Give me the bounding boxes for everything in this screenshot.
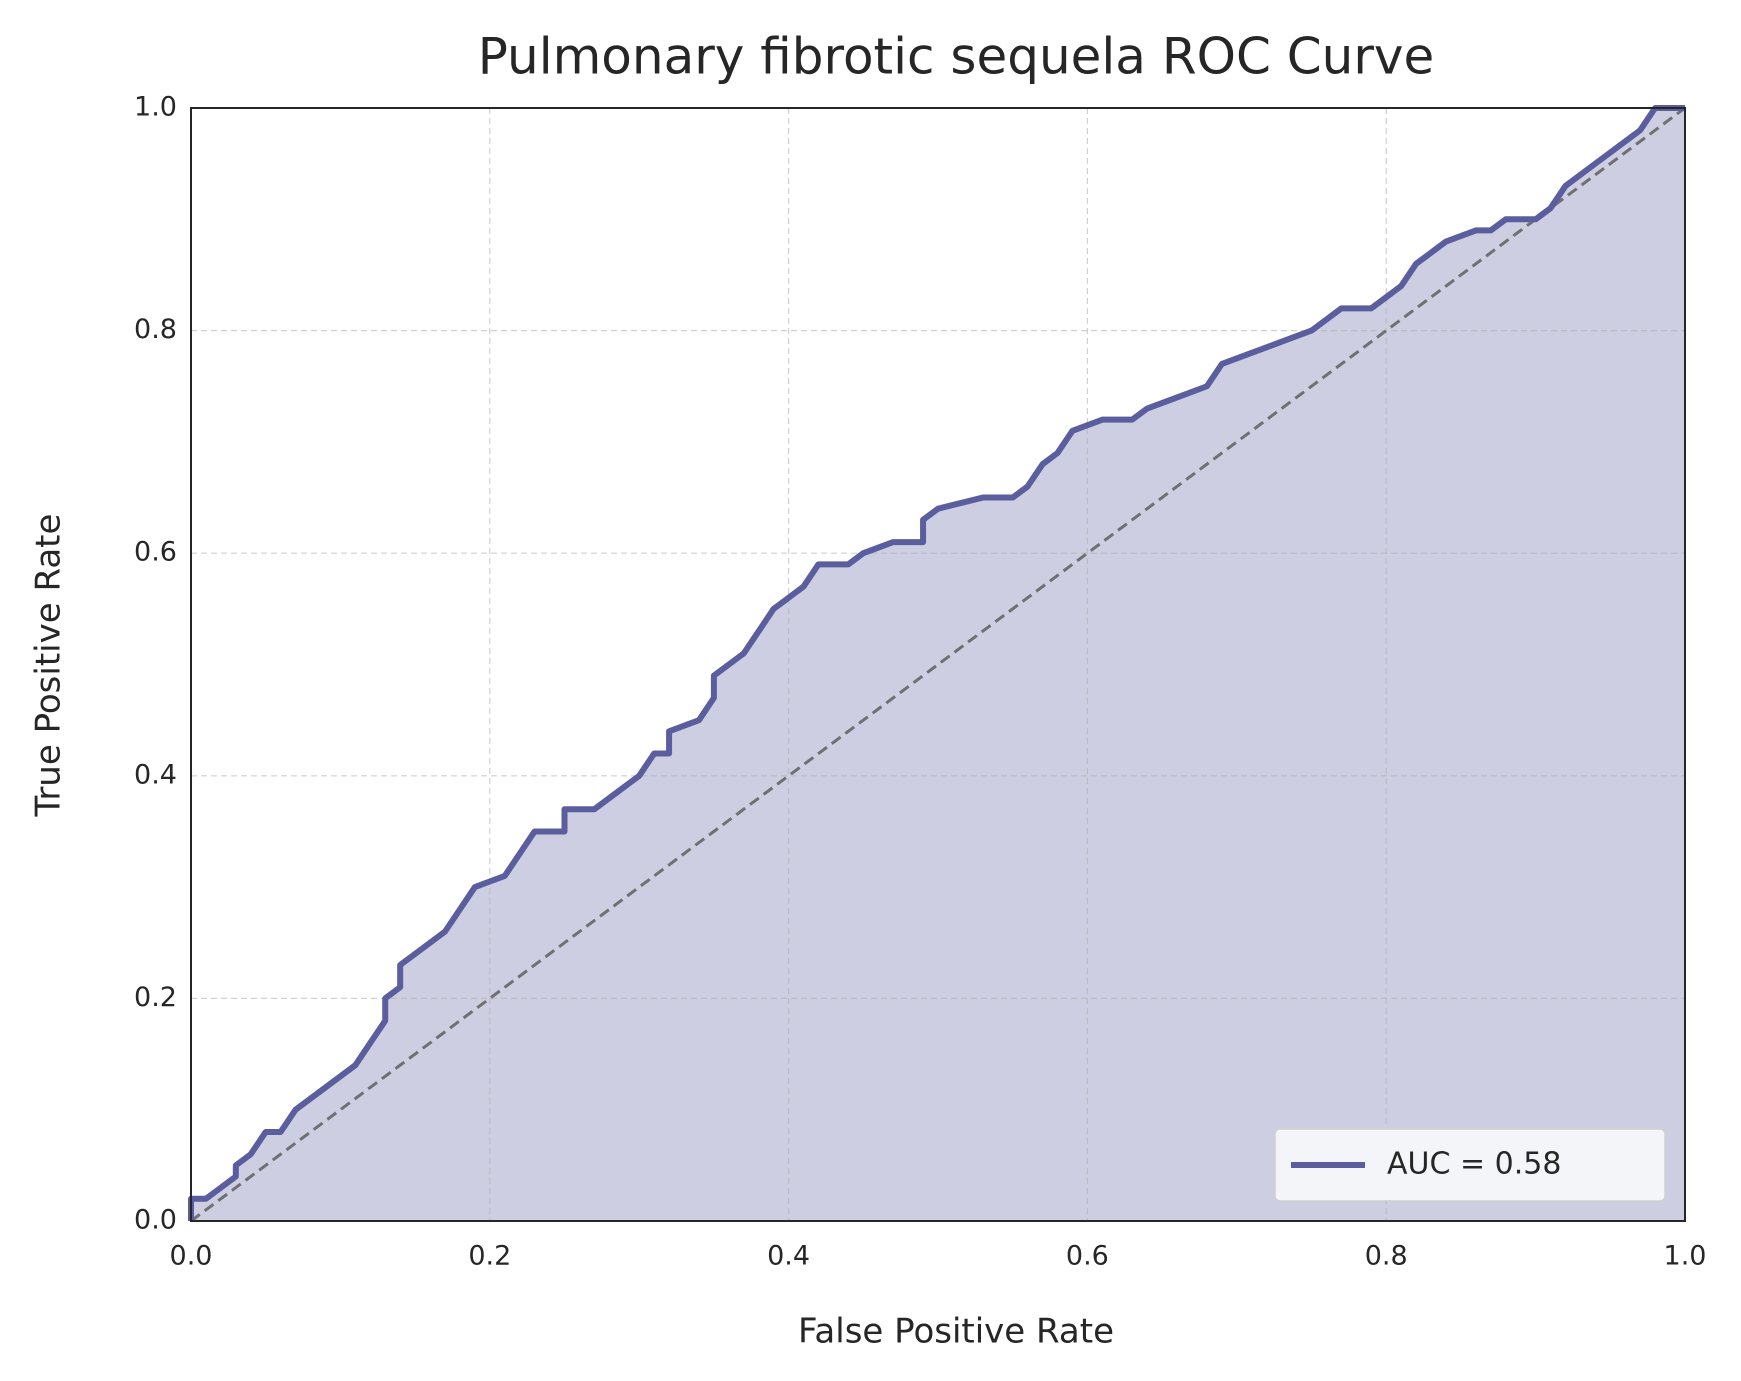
chart-title: Pulmonary fibrotic sequela ROC Curve: [478, 28, 1435, 86]
x-tick-label: 0.4: [767, 1241, 810, 1272]
y-tick-label: 0.2: [134, 982, 177, 1013]
y-tick-label: 0.8: [134, 314, 177, 345]
x-tick-label: 0.8: [1365, 1241, 1408, 1272]
roc-line: [188, 105, 1685, 1221]
y-tick-label: 0.0: [134, 1205, 177, 1236]
y-tick-label: 0.6: [134, 537, 177, 568]
legend-label: AUC = 0.58: [1387, 1147, 1561, 1182]
x-tick-label: 0.2: [468, 1241, 511, 1272]
y-tick-label: 0.4: [134, 759, 177, 790]
x-tick-label: 0.0: [170, 1241, 213, 1272]
chance-line: [190, 106, 1686, 1223]
x-tick-label: 1.0: [1664, 1241, 1707, 1272]
x-axis-label: False Positive Rate: [798, 1312, 1114, 1352]
plot-frame: [190, 107, 1686, 1222]
x-tick-label: 0.6: [1066, 1241, 1109, 1272]
legend-box: [1274, 1128, 1666, 1202]
y-axis-label: True Positive Rate: [29, 514, 69, 818]
y-tick-label: 1.0: [134, 92, 177, 123]
